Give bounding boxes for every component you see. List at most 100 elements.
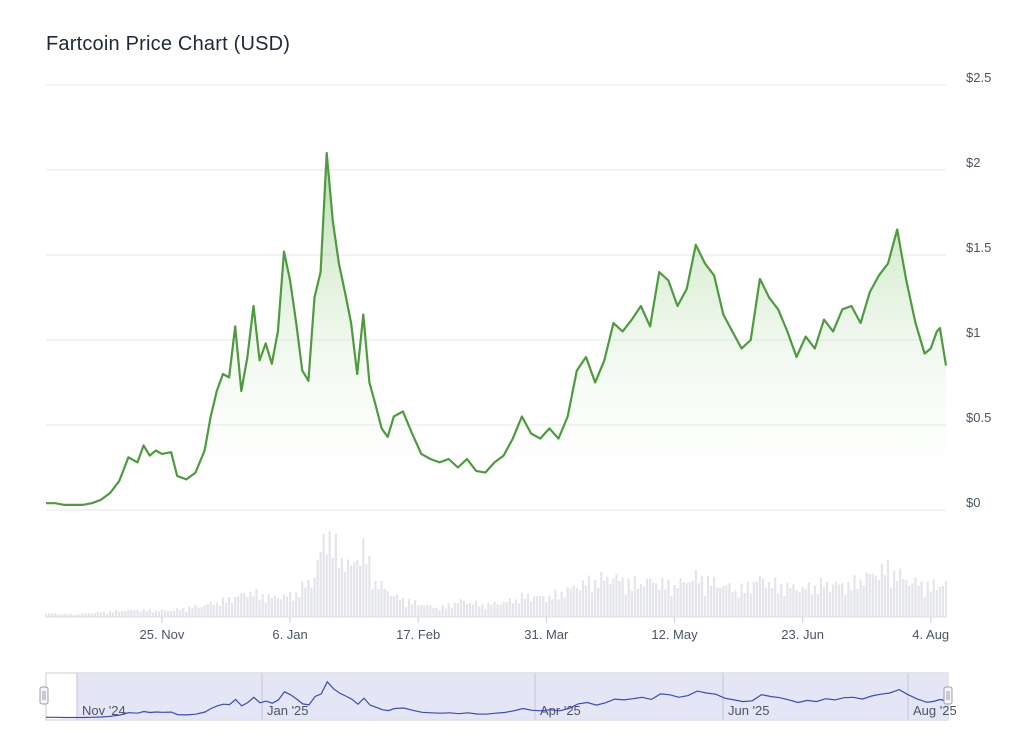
volume-bar: [310, 587, 313, 617]
volume-bar: [325, 554, 328, 617]
volume-bar: [417, 605, 420, 617]
volume-bar: [472, 604, 475, 617]
volume-bar: [102, 611, 106, 617]
volume-bar: [636, 589, 639, 617]
y-tick-label: $2.5: [966, 70, 991, 85]
volume-bar: [319, 552, 322, 617]
volume-bar: [883, 575, 887, 617]
volume-bar: [838, 584, 841, 617]
price-area-fill: [46, 153, 946, 510]
volume-bar: [603, 580, 606, 617]
volume-bar: [792, 584, 795, 617]
volume-bar: [587, 575, 591, 617]
volume-bar: [691, 580, 694, 617]
volume-bar: [609, 583, 612, 617]
volume-bar: [804, 588, 807, 617]
volume-bar: [536, 595, 539, 617]
volume-bar: [484, 609, 487, 617]
volume-bar: [600, 571, 603, 617]
volume-bar: [298, 597, 301, 617]
volume-bar: [825, 581, 829, 617]
volume-bar: [908, 585, 911, 617]
volume-bar: [44, 614, 48, 617]
navigator-handle-right[interactable]: [943, 686, 953, 705]
volume-bar: [151, 612, 154, 617]
volume-bar: [218, 605, 221, 617]
volume-bar: [456, 602, 459, 617]
volume-bar: [539, 595, 542, 617]
volume-bar: [47, 613, 51, 617]
volume-bar: [130, 609, 133, 617]
volume-bar: [664, 589, 667, 617]
volume-bar: [798, 592, 801, 617]
volume-bar: [459, 599, 463, 617]
volume-bar: [633, 576, 636, 617]
navigator-handle-left[interactable]: [39, 686, 49, 705]
volume-bar: [709, 585, 713, 617]
volume-bar: [304, 587, 307, 617]
volume-bar: [490, 604, 493, 617]
volume-bar: [496, 604, 499, 617]
volume-bar: [148, 609, 151, 617]
volume-bar: [185, 612, 188, 617]
volume-bar: [154, 610, 157, 617]
volume-bar: [54, 613, 57, 617]
volume-bar: [51, 613, 54, 617]
volume-bar: [514, 599, 517, 617]
volume-bar: [520, 592, 524, 617]
volume-bar: [728, 583, 731, 617]
volume-bar: [752, 581, 755, 617]
volume-bar: [926, 581, 929, 617]
volume-bar: [755, 581, 758, 617]
volume-bar: [795, 590, 798, 617]
volume-bar: [139, 611, 142, 617]
price-line[interactable]: [46, 151, 948, 506]
volume-bar: [847, 582, 850, 617]
volume-bar: [645, 578, 649, 617]
volume-bar: [572, 585, 575, 617]
volume-bar: [105, 613, 109, 617]
volume-bar: [398, 599, 401, 617]
chart-title: Fartcoin Price Chart (USD): [46, 33, 291, 55]
volume-bar: [844, 595, 847, 617]
volume-bar: [642, 586, 646, 617]
volume-bar: [237, 596, 240, 617]
volume-bar: [96, 611, 99, 617]
volume-bar: [621, 577, 624, 617]
volume-bar: [682, 582, 685, 617]
x-tick-label: 4. Aug: [912, 627, 949, 642]
volume-bar: [81, 613, 84, 617]
volume-bar: [423, 605, 426, 617]
volume-bar: [639, 583, 643, 617]
y-tick-label: $1.5: [966, 240, 991, 255]
volume-bar: [395, 594, 398, 617]
volume-bar: [78, 614, 81, 617]
volume-bar: [508, 598, 511, 617]
volume-bar: [407, 599, 411, 617]
volume-bar: [627, 578, 630, 617]
volume-bar: [810, 594, 813, 617]
volume-bar: [526, 593, 530, 617]
volume-bar: [920, 581, 923, 617]
volume-bar: [523, 598, 527, 617]
volume-bar: [285, 596, 289, 617]
volume-bar: [118, 611, 121, 617]
volume-bar: [465, 603, 469, 617]
volume-bar: [548, 595, 551, 617]
volume-bar: [365, 564, 368, 617]
volume-bar: [346, 559, 350, 617]
volume-bar: [938, 586, 941, 617]
navigator[interactable]: Nov '24 Jan '25 Apr '25 Jun '25 Aug '25: [39, 672, 957, 721]
volume-bar: [115, 609, 118, 617]
volume-bar: [301, 581, 304, 617]
volume-bar: [380, 580, 383, 617]
volume-bar: [594, 580, 597, 617]
volume-bar: [694, 570, 697, 617]
x-tick-label: 31. Mar: [524, 627, 569, 642]
volume-bar: [771, 587, 774, 617]
volume-bar: [944, 580, 948, 617]
navigator-selection[interactable]: [77, 673, 948, 720]
volume-bar: [179, 610, 182, 617]
